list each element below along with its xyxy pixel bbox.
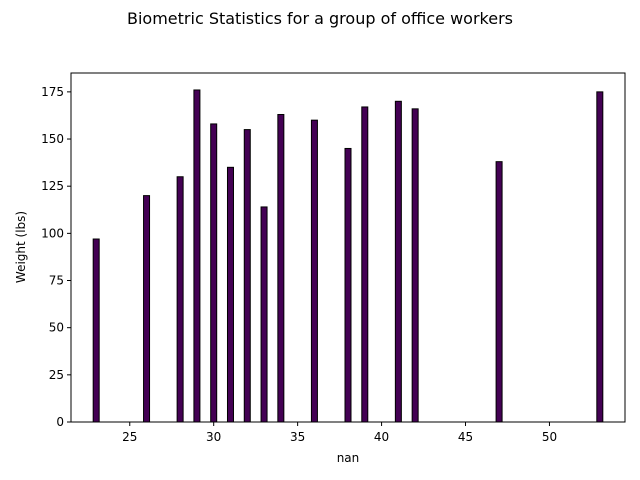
x-tick-label: 50 bbox=[542, 430, 557, 444]
x-tick-label: 40 bbox=[374, 430, 389, 444]
y-tick-label: 50 bbox=[49, 321, 64, 335]
bar bbox=[495, 161, 503, 423]
bar bbox=[210, 123, 218, 423]
x-tick-label: 45 bbox=[458, 430, 473, 444]
y-axis-label: Weight (lbs) bbox=[14, 211, 28, 283]
plot-area-frame bbox=[70, 72, 626, 423]
y-tick-label: 0 bbox=[56, 415, 64, 429]
bar bbox=[92, 238, 100, 423]
chart-title: Biometric Statistics for a group of offi… bbox=[127, 9, 513, 28]
y-tick-label: 175 bbox=[41, 85, 64, 99]
y-tick-label: 150 bbox=[41, 132, 64, 146]
bar bbox=[243, 129, 251, 423]
bar bbox=[226, 166, 234, 423]
x-axis-ticks: 25 30 35 40 45 50 bbox=[122, 422, 557, 444]
y-tick-label: 100 bbox=[41, 226, 64, 240]
bar bbox=[411, 108, 419, 423]
bar bbox=[310, 119, 318, 423]
y-axis-ticks: 0 25 50 75 100 125 150 175 bbox=[41, 85, 71, 429]
bar bbox=[260, 206, 268, 423]
bar bbox=[394, 100, 402, 423]
bars bbox=[92, 89, 604, 423]
bar bbox=[344, 147, 352, 423]
y-tick-label: 75 bbox=[49, 274, 64, 288]
x-tick-label: 25 bbox=[122, 430, 137, 444]
bar bbox=[361, 106, 369, 423]
bar bbox=[596, 91, 604, 423]
bar bbox=[193, 89, 201, 423]
bar bbox=[176, 176, 184, 423]
bar bbox=[277, 114, 285, 423]
x-tick-label: 35 bbox=[290, 430, 305, 444]
bar bbox=[143, 195, 151, 423]
y-tick-label: 25 bbox=[49, 368, 64, 382]
x-axis-label: nan bbox=[337, 451, 360, 465]
y-tick-label: 125 bbox=[41, 179, 64, 193]
x-tick-label: 30 bbox=[206, 430, 221, 444]
